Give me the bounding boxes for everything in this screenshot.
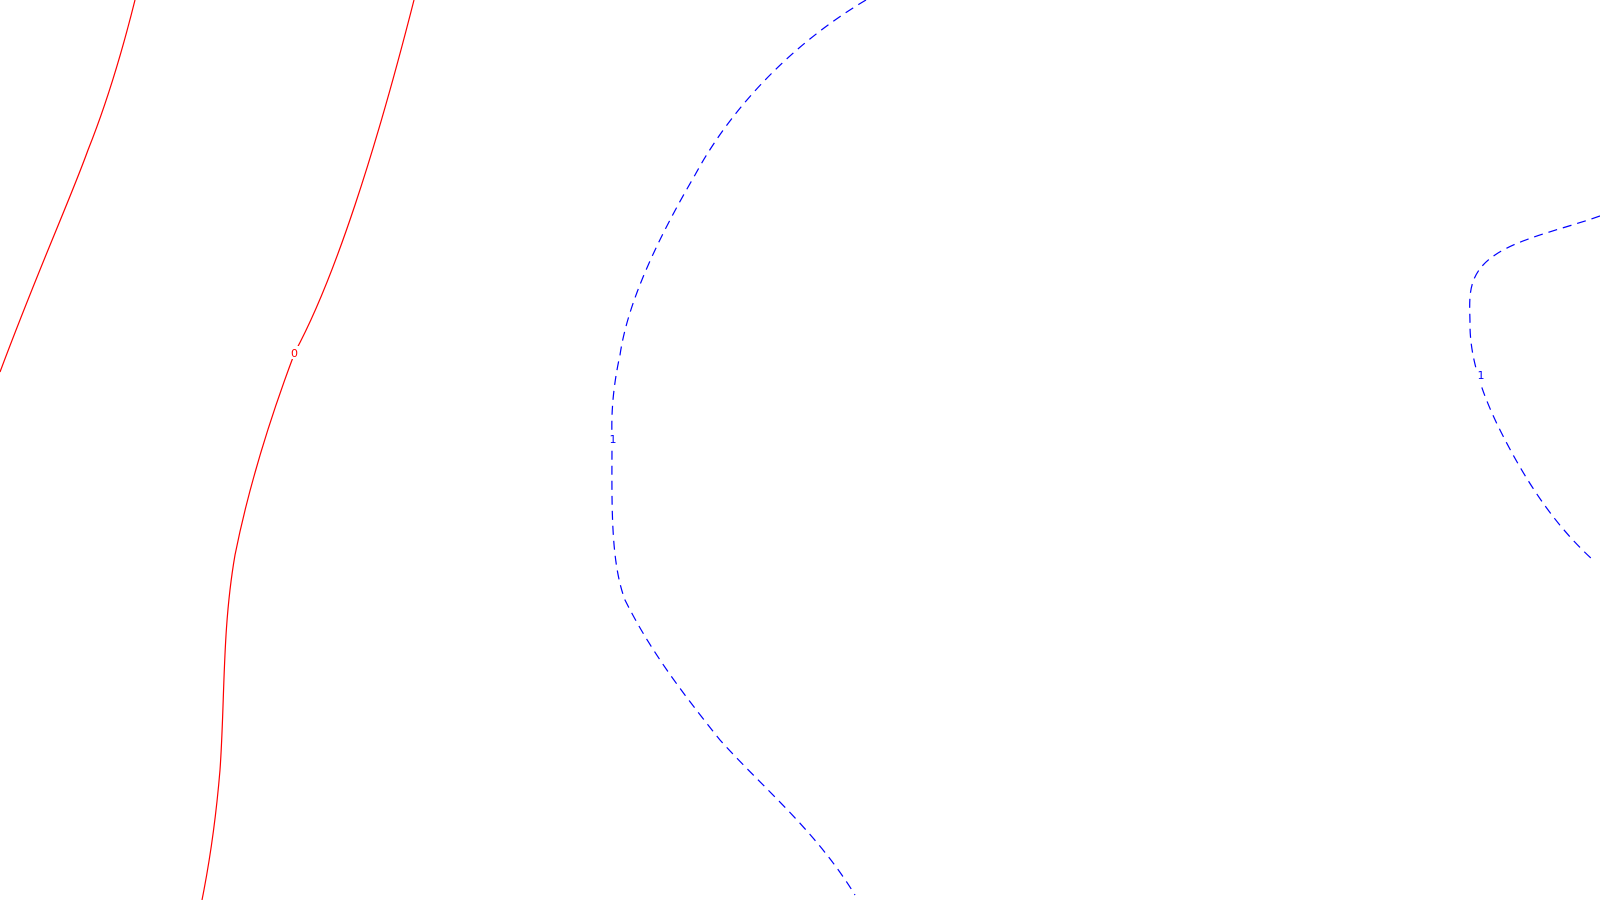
contour-label-1-right: 1 xyxy=(1478,369,1485,382)
contour-label-bg-1-center xyxy=(608,432,617,446)
contour-label-bg-0 xyxy=(290,346,299,359)
contour-line-center-blue xyxy=(611,0,867,896)
contour-line-right-blue xyxy=(1469,215,1600,561)
contour-label-bg-1-right xyxy=(1476,368,1485,382)
contour-label-1-center: 1 xyxy=(610,433,617,446)
contour-line-east-red xyxy=(201,0,415,900)
contour-line-west-red xyxy=(0,0,136,373)
contour-label-0: 0 xyxy=(291,347,298,360)
